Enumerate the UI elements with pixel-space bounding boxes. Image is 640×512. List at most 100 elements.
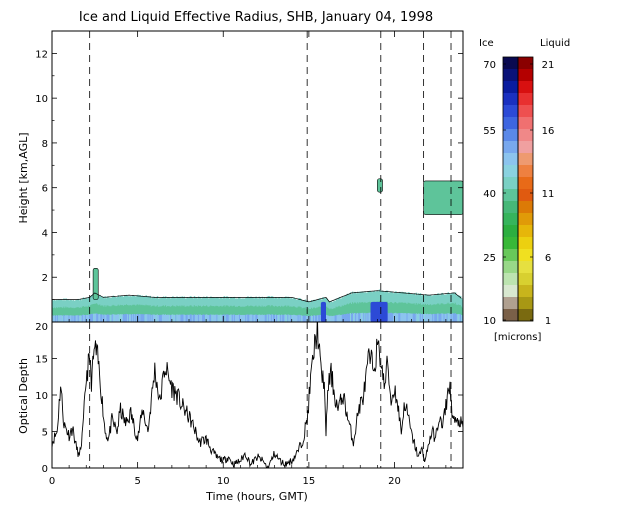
cloud-cell <box>90 296 92 306</box>
cloud-cell <box>250 305 252 315</box>
cloud-cell <box>391 291 393 303</box>
cloud-cell <box>155 306 158 316</box>
cloud-cell <box>424 303 427 315</box>
cloud-cell <box>403 292 405 304</box>
cloud-cell <box>183 314 185 322</box>
cloud-cell <box>241 314 243 322</box>
cloud-cell <box>124 314 127 322</box>
cloud-cell <box>291 315 293 322</box>
cloud-cell <box>338 314 341 322</box>
cloud-cell <box>167 306 169 316</box>
cloud-cell <box>179 314 181 322</box>
cloud-cell <box>299 314 302 322</box>
cloud-cell <box>452 302 455 314</box>
cloud-cell <box>162 314 165 322</box>
ice-color-step <box>503 105 518 118</box>
cloud-cell <box>75 299 78 308</box>
cloud-cell <box>79 299 82 308</box>
cloud-cell <box>390 312 392 322</box>
cloud-cell <box>428 295 430 306</box>
cloud-cell <box>359 291 361 303</box>
cloud-cell <box>199 297 202 307</box>
cloud-cell <box>251 305 253 315</box>
cloud-cell <box>120 296 123 306</box>
cloud-cell <box>109 297 111 307</box>
cloud-cell <box>302 315 305 322</box>
cloud-cell <box>164 314 166 322</box>
cloud-cell <box>333 300 335 309</box>
cloud-cell <box>248 314 250 322</box>
cloud-cell <box>162 305 165 315</box>
cloud-cell <box>376 290 379 302</box>
cloud-cell <box>257 298 259 308</box>
cloud-cell <box>143 305 145 315</box>
cloud-cell <box>114 305 117 315</box>
cloud-cell <box>79 307 82 316</box>
cloud-cell <box>190 314 193 322</box>
cloud-cell <box>398 302 400 314</box>
cloud-cell <box>276 306 278 316</box>
cloud-cell <box>77 298 80 308</box>
cloud-cell <box>107 305 109 315</box>
cloud-cell <box>426 304 428 315</box>
cloud-cell <box>108 297 110 307</box>
cloud-cell <box>243 298 245 308</box>
cloud-cell <box>111 314 114 322</box>
cloud-cell <box>159 306 162 316</box>
cloud-cell <box>103 298 105 308</box>
cloud-cell <box>222 306 224 316</box>
cloud-cell <box>164 297 166 307</box>
cloud-cell <box>269 297 272 307</box>
colorbar-ice-label: Ice <box>479 38 494 49</box>
cloud-cell <box>241 298 243 308</box>
cloud-cell <box>347 294 350 305</box>
cloud-cell <box>448 293 451 304</box>
cloud-cell <box>312 315 315 322</box>
cloud-cell <box>171 297 173 307</box>
cloud-cell <box>211 314 213 322</box>
cloud-cell <box>77 307 80 316</box>
liquid-tick-label: 21 <box>542 60 555 71</box>
cloud-cell <box>367 302 369 314</box>
cloud-cell <box>251 297 253 307</box>
cloud-cell <box>252 314 254 322</box>
cloud-cell <box>175 306 177 316</box>
cloud-cell <box>138 296 140 306</box>
cloud-cell <box>325 314 327 322</box>
cloud-cell <box>411 303 414 314</box>
cloud-cell <box>397 313 399 322</box>
cloud-cell <box>77 315 80 322</box>
cloud-cell <box>142 305 144 315</box>
cloud-cell <box>270 314 273 322</box>
cloud-cell <box>368 312 370 322</box>
cloud-cell <box>209 297 211 307</box>
cloud-cell <box>405 313 407 322</box>
ice-color-step <box>503 57 518 70</box>
top-y-axis: 2 4 6 8 10 12 <box>35 49 463 300</box>
cloud-cell <box>258 296 260 306</box>
cloud-cell <box>283 306 285 316</box>
cloud-cell <box>347 313 350 322</box>
cloud-cell <box>257 314 259 322</box>
cloud-cell <box>264 315 267 322</box>
cloud-cell <box>360 302 362 314</box>
cloud-cell <box>364 312 366 322</box>
cloud-cell <box>312 299 315 309</box>
cloud-cell <box>223 305 226 315</box>
cloud-cell <box>117 304 120 315</box>
cloud-cell <box>280 298 282 308</box>
cloud-cell <box>71 300 73 309</box>
cloud-cell <box>252 306 254 316</box>
cloud-cell <box>151 314 154 322</box>
cloud-cell <box>273 314 276 322</box>
cloud-cell <box>396 313 398 322</box>
cloud-cell <box>287 314 289 322</box>
x-tick-label: 10 <box>217 476 230 487</box>
cloud-cell <box>268 296 271 306</box>
cloud-cell <box>151 305 154 315</box>
cloud-cell <box>59 315 61 322</box>
cloud-cell <box>237 297 240 307</box>
cloud-cell <box>424 313 427 322</box>
cloud-cell <box>429 314 431 322</box>
ice-color-step <box>503 297 518 310</box>
